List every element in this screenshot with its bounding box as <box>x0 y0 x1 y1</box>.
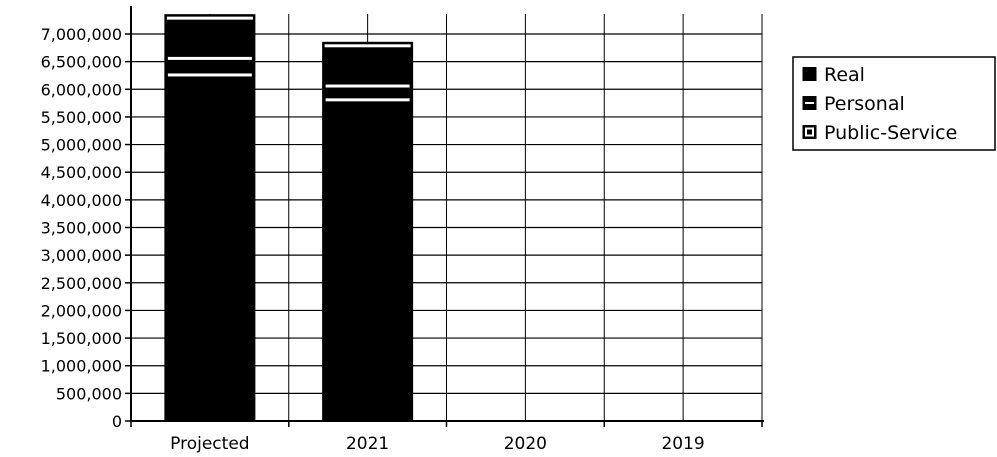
y-tick-label: 4,500,000 <box>41 163 122 182</box>
legend: Real Personal Public-Service <box>792 56 996 151</box>
y-tick-label: 1,500,000 <box>41 329 122 348</box>
y-tick-label: 7,000,000 <box>41 25 122 44</box>
bar-segment-personal <box>164 58 256 76</box>
y-tick-label: 3,500,000 <box>41 219 122 238</box>
bar-segment-personal <box>322 86 414 101</box>
bar-segment-public-service <box>164 14 256 60</box>
legend-swatch-real <box>802 67 817 81</box>
y-tick-label: 500,000 <box>56 384 122 403</box>
legend-swatch-personal <box>802 96 817 110</box>
bar-segment-public-service <box>322 41 414 88</box>
top-highlight <box>166 16 253 20</box>
y-tick-label: 2,500,000 <box>41 274 122 293</box>
y-tick-label: 3,000,000 <box>41 246 122 265</box>
legend-label: Public-Service <box>824 122 957 144</box>
category-label: Projected <box>170 434 249 454</box>
bar-segment-real <box>322 99 414 422</box>
y-tick-label: 6,000,000 <box>41 80 122 99</box>
y-tick-label: 6,500,000 <box>41 53 122 72</box>
y-tick-label: 5,500,000 <box>41 108 122 127</box>
category-label: 2020 <box>504 434 547 454</box>
segment-separator <box>167 73 252 77</box>
legend-swatch-public-service <box>802 125 817 139</box>
category-label: 2019 <box>661 434 704 454</box>
y-tick-label: 2,000,000 <box>41 301 122 320</box>
legend-label: Real <box>824 64 865 86</box>
legend-box <box>792 56 996 151</box>
segment-separator <box>325 98 410 102</box>
category-label: 2021 <box>346 434 389 454</box>
bar-segment-real <box>164 74 256 422</box>
y-tick-labels: 0 500,000 1,000,000 1,500,000 2,000,000 2,500… <box>41 25 122 431</box>
legend-label: Personal <box>824 93 905 115</box>
category-labels: Projected 2021 2020 2019 <box>170 434 705 454</box>
segment-separator <box>167 56 252 60</box>
y-tick-label: 1,000,000 <box>41 357 122 376</box>
axes <box>125 6 764 427</box>
top-highlight <box>324 44 411 48</box>
segment-separator <box>325 84 410 88</box>
y-tick-label: 4,000,000 <box>41 191 122 210</box>
y-tick-label: 5,000,000 <box>41 136 122 155</box>
y-tick-label: 0 <box>112 412 122 431</box>
